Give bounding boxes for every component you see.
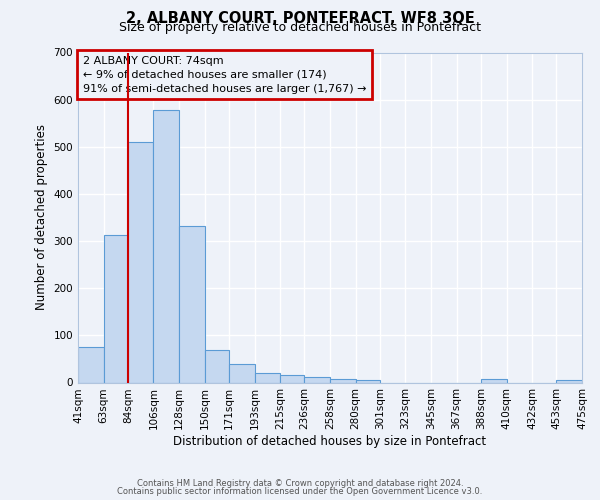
- Text: 2, ALBANY COURT, PONTEFRACT, WF8 3QE: 2, ALBANY COURT, PONTEFRACT, WF8 3QE: [125, 11, 475, 26]
- Y-axis label: Number of detached properties: Number of detached properties: [35, 124, 48, 310]
- Bar: [481, 378, 506, 382]
- Bar: [229, 364, 254, 382]
- X-axis label: Distribution of detached houses by size in Pontefract: Distribution of detached houses by size …: [173, 435, 487, 448]
- Bar: [104, 236, 128, 382]
- Bar: [205, 350, 229, 382]
- Bar: [556, 380, 582, 382]
- Bar: [330, 378, 356, 382]
- Bar: [128, 142, 154, 382]
- Bar: [78, 347, 104, 382]
- Text: 2 ALBANY COURT: 74sqm
← 9% of detached houses are smaller (174)
91% of semi-deta: 2 ALBANY COURT: 74sqm ← 9% of detached h…: [83, 56, 367, 94]
- Bar: [179, 226, 205, 382]
- Text: Size of property relative to detached houses in Pontefract: Size of property relative to detached ho…: [119, 21, 481, 34]
- Text: Contains HM Land Registry data © Crown copyright and database right 2024.: Contains HM Land Registry data © Crown c…: [137, 478, 463, 488]
- Bar: [280, 376, 304, 382]
- Bar: [356, 380, 380, 382]
- Bar: [154, 110, 179, 382]
- Bar: [254, 373, 280, 382]
- Bar: [304, 377, 330, 382]
- Text: Contains public sector information licensed under the Open Government Licence v3: Contains public sector information licen…: [118, 487, 482, 496]
